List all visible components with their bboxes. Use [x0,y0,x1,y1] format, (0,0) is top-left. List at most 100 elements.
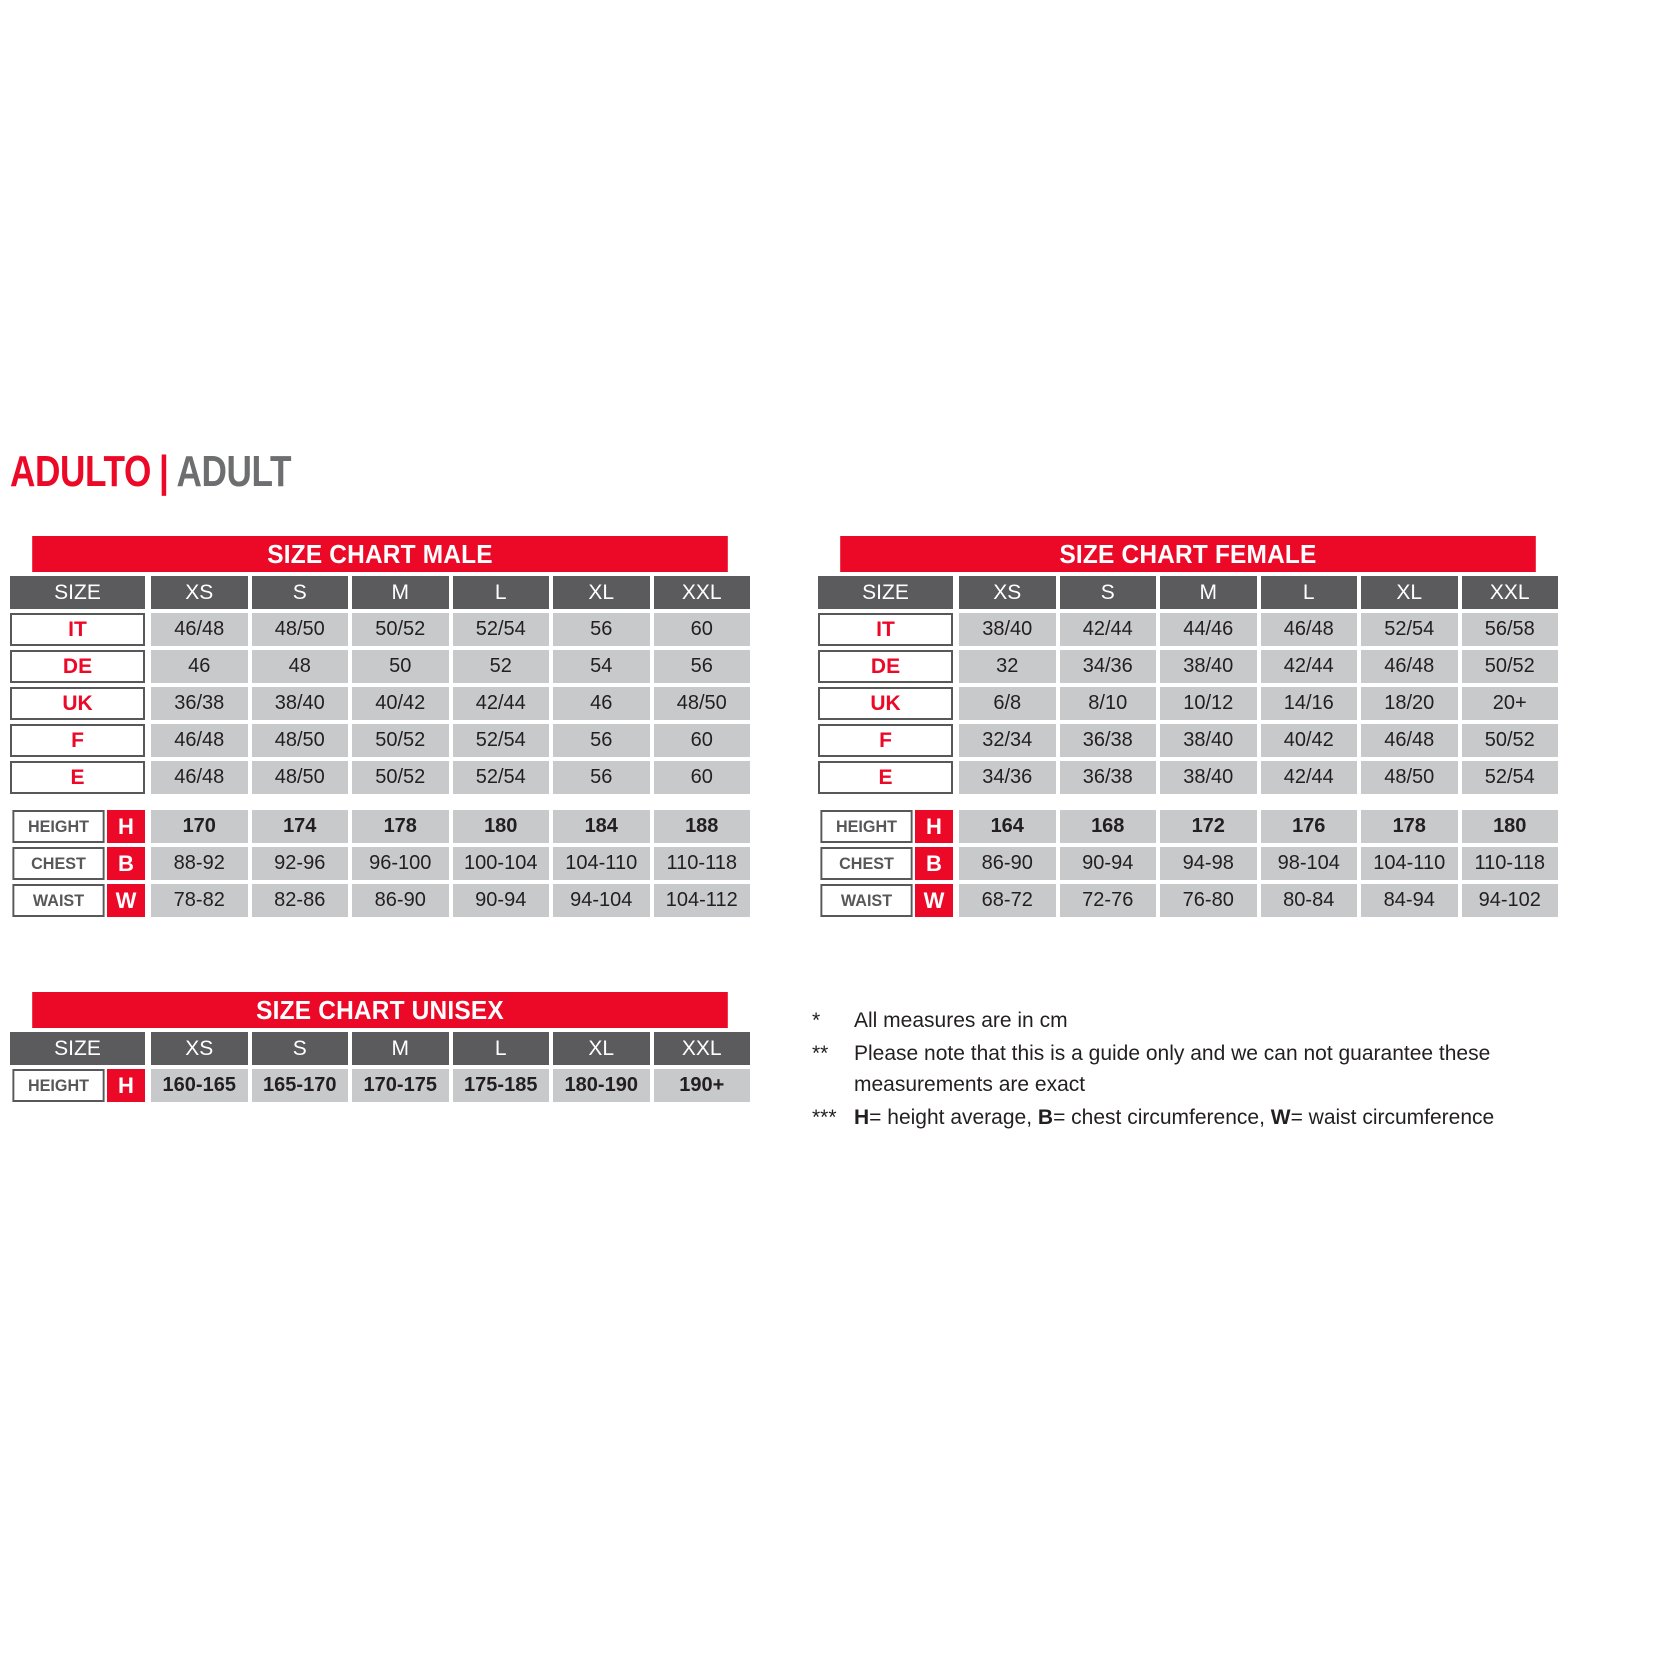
table-cell: 38/40 [1160,724,1257,757]
table-cell: 56 [553,761,650,794]
row-label-f: F [10,724,145,757]
row-label-uk: UK [10,687,145,720]
column-header-size: SIZE [818,576,953,609]
table-cell: 38/40 [1160,761,1257,794]
row-label-height: HEIGHT H [10,810,145,843]
row-label-it: IT [818,613,953,646]
row-code-badge-h: H [107,1069,145,1102]
table-cell: 48/50 [1361,761,1458,794]
row-label-text: CHEST [820,847,913,880]
table-row: UK 36/38 38/40 40/42 42/44 46 48/50 [10,687,750,720]
table-cell: 56 [553,613,650,646]
table-row: E 46/48 48/50 50/52 52/54 56 60 [10,761,750,794]
table-cell: 78-82 [151,884,248,917]
table-cell: 86-90 [352,884,449,917]
table-row: F 32/34 36/38 38/40 40/42 46/48 50/52 [818,724,1558,757]
table-cell: 42/44 [1059,613,1156,646]
table-cell: 38/40 [251,687,348,720]
table-cell: 50 [352,650,449,683]
table-cell: 170-175 [352,1069,449,1102]
table-cell: 184 [553,810,650,843]
table-cell: 18/20 [1361,687,1458,720]
table-cell: 60 [653,724,750,757]
chart-title-unisex: SIZE CHART UNISEX [32,992,728,1028]
table-cell: 92-96 [251,847,348,880]
table-cell: 38/40 [959,613,1056,646]
table-cell: 46/48 [151,761,248,794]
table-cell: 44/46 [1160,613,1257,646]
table-cell: 46/48 [151,724,248,757]
note-text: H= height average, B= chest circumferenc… [854,1102,1592,1133]
table-row: WAIST W 68-72 72-76 76-80 80-84 84-94 94-102 [818,884,1558,917]
column-header-s: S [1059,576,1156,609]
row-code-badge-b: B [107,847,145,880]
column-header-l: L [452,1032,549,1065]
table-cell: 88-92 [151,847,248,880]
page-title: ADULTO | ADULT [10,446,292,498]
table-cell: 190+ [653,1069,750,1102]
row-label-chest: CHEST B [10,847,145,880]
table-header-row: SIZE XS S M L XL XXL [10,576,750,609]
table-row: WAIST W 78-82 82-86 86-90 90-94 94-104 104-112 [10,884,750,917]
table-cell: 160-165 [151,1069,248,1102]
table-cell: 110-118 [1461,847,1558,880]
row-label-height: HEIGHT H [818,810,953,843]
table-cell: 50/52 [352,724,449,757]
row-label-de: DE [10,650,145,683]
table-cell: 178 [1361,810,1458,843]
row-label-e: E [818,761,953,794]
column-header-size: SIZE [10,576,145,609]
row-label-text: HEIGHT [12,1069,105,1102]
row-code-badge-w: W [107,884,145,917]
table-cell: 52/54 [1461,761,1558,794]
table-cell: 46/48 [1260,613,1357,646]
column-header-xxl: XXL [1461,576,1558,609]
table-header-row: SIZE XS S M L XL XXL [10,1032,750,1065]
row-label-chest: CHEST B [818,847,953,880]
column-header-xs: XS [151,576,248,609]
table-header-row: SIZE XS S M L XL XXL [818,576,1558,609]
table-cell: 180 [1461,810,1558,843]
row-label-it: IT [10,613,145,646]
column-header-s: S [251,576,348,609]
table-cell: 40/42 [1260,724,1357,757]
note-marker: ** [812,1042,829,1065]
table-row: DE 46 48 50 52 54 56 [10,650,750,683]
table-row: F 46/48 48/50 50/52 52/54 56 60 [10,724,750,757]
row-code-badge-w: W [915,884,953,917]
row-label-waist: WAIST W [818,884,953,917]
row-label-e: E [10,761,145,794]
table-cell: 178 [352,810,449,843]
table-row: E 34/36 36/38 38/40 42/44 48/50 52/54 [818,761,1558,794]
table-cell: 100-104 [452,847,549,880]
table-cell: 6/8 [959,687,1056,720]
note-item: * All measures are in cm [812,1005,1592,1036]
page-title-english: ADULT [176,447,292,496]
table-cell: 34/36 [1059,650,1156,683]
table-cell: 56 [653,650,750,683]
row-label-text: CHEST [12,847,105,880]
table-cell: 110-118 [653,847,750,880]
table-cell: 38/40 [1160,650,1257,683]
row-code-badge-h: H [107,810,145,843]
table-cell: 168 [1059,810,1156,843]
table-cell: 72-76 [1059,884,1156,917]
table-cell: 84-94 [1361,884,1458,917]
row-label-text: HEIGHT [820,810,913,843]
page-title-separator: | [159,447,169,496]
table-cell: 34/36 [959,761,1056,794]
table-cell: 52/54 [452,613,549,646]
size-chart-unisex: SIZE CHART UNISEX SIZE XS S M L XL XXL HEIGHT H 16… [10,992,750,1106]
table-cell: 48/50 [251,613,348,646]
row-code-badge-h: H [915,810,953,843]
table-cell: 50/52 [352,761,449,794]
note-code-letter: B [1037,1106,1054,1129]
table-cell: 56 [553,724,650,757]
column-header-xl: XL [1361,576,1458,609]
table-row: HEIGHT H 170 174 178 180 184 188 [10,810,750,843]
table-cell: 80-84 [1260,884,1357,917]
table-cell: 98-104 [1260,847,1357,880]
column-header-xs: XS [151,1032,248,1065]
row-label-text: HEIGHT [12,810,105,843]
table-cell: 36/38 [1059,724,1156,757]
